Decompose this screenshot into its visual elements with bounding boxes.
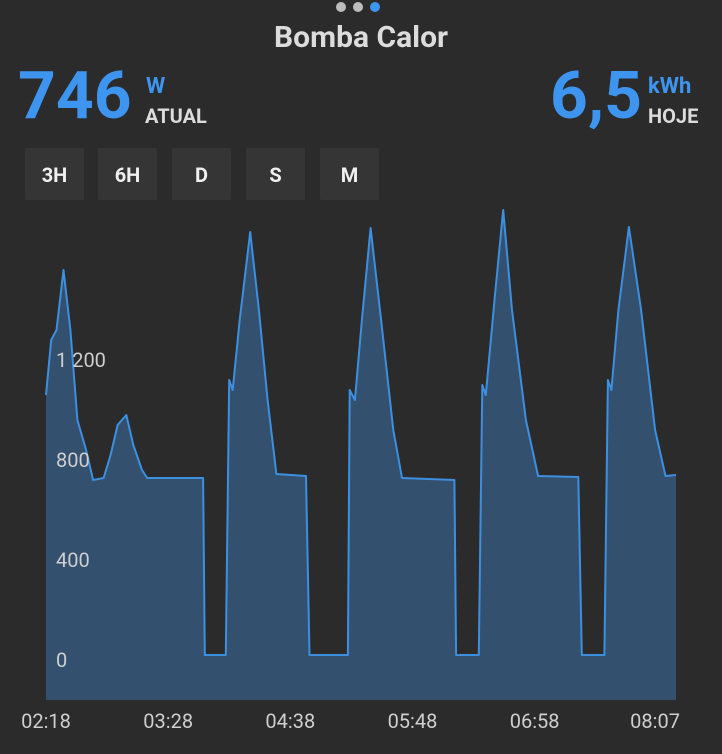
y-tick-label: 800 <box>56 448 90 472</box>
page-dot <box>353 2 363 12</box>
range-button[interactable]: 3H <box>25 148 84 200</box>
x-tick-label: 06:58 <box>510 709 560 733</box>
x-tick-label: 02:18 <box>21 709 71 733</box>
range-button-bg <box>98 148 157 200</box>
range-button[interactable]: D <box>172 148 231 200</box>
range-button-label: 6H <box>115 163 141 187</box>
range-button-bg <box>246 148 305 200</box>
range-button[interactable]: M <box>320 148 379 200</box>
x-tick-label: 04:38 <box>265 709 315 733</box>
range-button-bg <box>320 148 379 200</box>
page-dot <box>336 2 346 12</box>
title: Bomba Calor <box>274 20 448 55</box>
range-button-bg <box>172 148 231 200</box>
y-tick-label: 0 <box>56 648 67 672</box>
x-tick-label: 05:48 <box>388 709 438 733</box>
range-button-label: D <box>195 163 208 187</box>
today-value: 6,5 <box>550 58 642 135</box>
range-button[interactable]: S <box>246 148 305 200</box>
range-button-label: S <box>269 163 281 187</box>
current-label: ATUAL <box>145 104 207 128</box>
current-value: 746 <box>18 58 132 135</box>
range-button-bg <box>25 148 84 200</box>
page-dot-active <box>370 2 380 12</box>
y-tick-label: 400 <box>56 548 90 572</box>
range-button[interactable]: 6H <box>98 148 157 200</box>
today-label: HOJE <box>648 104 698 128</box>
range-button-label: 3H <box>42 163 68 187</box>
range-button-label: M <box>341 163 359 187</box>
today-unit: kWh <box>648 74 691 99</box>
current-unit: W <box>146 74 165 99</box>
area-line <box>45 209 677 656</box>
x-tick-label: 03:28 <box>143 709 193 733</box>
x-tick-label: 08:07 <box>630 709 680 733</box>
y-tick-label: 1 200 <box>56 348 106 372</box>
